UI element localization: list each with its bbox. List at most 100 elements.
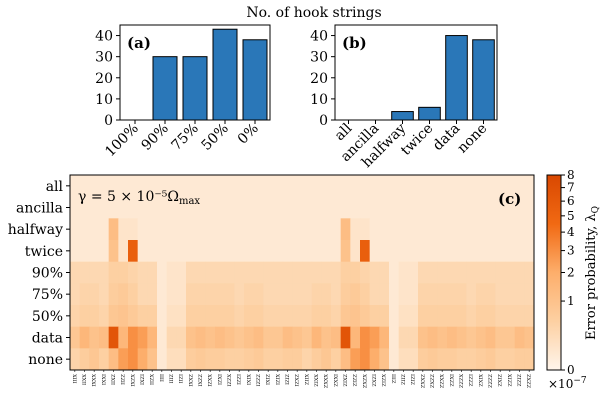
heatmap-cell: [147, 196, 158, 219]
heatmap-cell: [447, 218, 458, 241]
b-bar-5: [472, 39, 495, 121]
heatmap-cell: [215, 240, 226, 263]
heatmap-cell: [427, 348, 438, 371]
heatmap-cell: [524, 240, 535, 263]
heatmap-cell: [244, 326, 255, 349]
heatmap-row-label: 75%: [32, 287, 63, 303]
heatmap-cell: [147, 218, 158, 241]
heatmap-cell: [137, 283, 148, 306]
heatmap-cell: [224, 218, 235, 241]
heatmap-cell: [495, 283, 506, 306]
heatmap-cell: [311, 326, 322, 349]
heatmap-cell: [456, 348, 467, 371]
heatmap-cell: [389, 305, 400, 328]
heatmap-col-label: IXXI: [101, 374, 107, 385]
heatmap-cell: [99, 283, 110, 306]
a-bar-3: [212, 28, 238, 121]
panel-c: allancillahalfwaytwice90%75%50%datanone …: [8, 168, 600, 391]
b-xtick-label: none: [454, 121, 490, 157]
heatmap-cell: [176, 283, 187, 306]
heatmap-cell: [437, 348, 448, 371]
colorbar-tick-label: 6: [567, 194, 575, 208]
heatmap-col-label: ZZZZ: [488, 373, 494, 387]
heatmap-col-label: IXZX: [130, 374, 136, 387]
heatmap-cell: [505, 348, 516, 371]
heatmap-col-label: ZXIZ: [498, 373, 504, 386]
heatmap-cell: [495, 326, 506, 349]
a-xtick-label: 0%: [235, 121, 262, 148]
heatmap-cell: [128, 348, 139, 371]
heatmap-cell: [118, 261, 129, 284]
heatmap-cell: [292, 261, 303, 284]
heatmap-col-label: IIIZ: [169, 373, 175, 383]
heatmap-cell: [379, 326, 390, 349]
heatmap-cell: [99, 218, 110, 241]
heatmap-cell: [398, 240, 409, 263]
heatmap-cell: [418, 196, 429, 219]
heatmap-cell: [128, 326, 139, 349]
heatmap-cell: [427, 196, 438, 219]
a-xtick-label: 50%: [199, 121, 232, 154]
heatmap-cell: [108, 196, 119, 219]
heatmap-cell: [244, 283, 255, 306]
heatmap-cell: [292, 218, 303, 241]
heatmap-cell: [166, 305, 177, 328]
heatmap-cell: [311, 240, 322, 263]
heatmap-cell: [331, 283, 342, 306]
heatmap-cell: [495, 196, 506, 219]
heatmap-cell: [186, 175, 197, 198]
heatmap-cell: [137, 326, 148, 349]
heatmap-cell: [186, 348, 197, 371]
heatmap-cell: [128, 283, 139, 306]
heatmap-cell: [234, 348, 245, 371]
heatmap-row-label: none: [28, 352, 63, 368]
colorbar: [546, 174, 562, 371]
panel-a-label: (a): [127, 34, 151, 52]
heatmap-cell: [108, 348, 119, 371]
heatmap-cell: [311, 305, 322, 328]
heatmap-col-label: IIZX: [150, 374, 156, 385]
heatmap-cell: [195, 175, 206, 198]
heatmap-cell: [321, 283, 332, 306]
heatmap-cell: [166, 348, 177, 371]
heatmap-cell: [427, 175, 438, 198]
heatmap-row-label: twice: [25, 244, 63, 260]
heatmap-cell: [157, 283, 168, 306]
b-ytick-label: 30: [310, 50, 328, 66]
heatmap-col-label: ZZZX: [459, 374, 465, 388]
heatmap-cell: [70, 348, 81, 371]
heatmap-cell: [263, 261, 274, 284]
heatmap-cell: [524, 326, 535, 349]
heatmap-cell: [456, 240, 467, 263]
heatmap-cell: [195, 305, 206, 328]
heatmap-row-label: ancilla: [16, 201, 63, 217]
heatmap-column-labels: IIIX IIXX IXXX IXXI IIXZ IIZZ IXZX IXZI IIZX IIII…: [72, 370, 533, 388]
heatmap-cell: [128, 196, 139, 219]
heatmap-cell: [485, 261, 496, 284]
heatmap-cell: [215, 175, 226, 198]
heatmap-cell: [292, 326, 303, 349]
a-ytick-label: 10: [95, 92, 113, 108]
heatmap-cell: [514, 348, 525, 371]
colorbar-tick-label: 3: [567, 244, 575, 258]
heatmap-col-label: IIXZ: [111, 373, 117, 385]
heatmap-cell: [350, 261, 361, 284]
heatmap-cell: [282, 326, 293, 349]
heatmap-cell: [195, 283, 206, 306]
heatmap-cell: [108, 305, 119, 328]
heatmap-cell: [166, 283, 177, 306]
heatmap-cell: [485, 196, 496, 219]
heatmap-cell: [321, 261, 332, 284]
heatmap-cell: [456, 196, 467, 219]
heatmap-cell: [244, 196, 255, 219]
heatmap-cell: [340, 218, 351, 241]
heatmap-row-label: 90%: [32, 266, 63, 282]
heatmap-cell: [147, 175, 158, 198]
heatmap-cell: [321, 305, 332, 328]
heatmap-cell: [273, 175, 284, 198]
heatmap-cell: [118, 348, 129, 371]
heatmap-cell: [99, 240, 110, 263]
heatmap-cell: [437, 196, 448, 219]
heatmap-cell: [389, 196, 400, 219]
heatmap-cell: [369, 240, 380, 263]
